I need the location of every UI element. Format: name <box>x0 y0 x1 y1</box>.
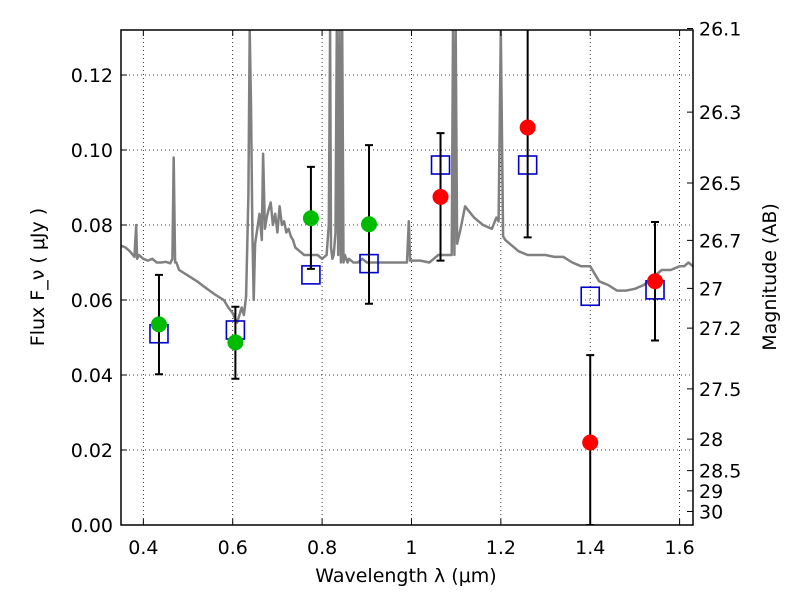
y-tick-label: 0.08 <box>71 215 113 237</box>
y-axis-title-right: Magnitude (AB) <box>759 203 781 351</box>
model-photometry-square <box>580 286 601 307</box>
model-spectrum-line <box>121 30 693 324</box>
observed-point <box>302 210 319 227</box>
y-tick-label: 0.02 <box>71 440 113 462</box>
observed-point <box>582 434 599 451</box>
mag-tick-label: 27.5 <box>699 379 741 401</box>
x-axis-title: Wavelength λ (μm) <box>315 565 496 587</box>
mag-tick-label: 29 <box>699 481 723 503</box>
mag-tick-label: 27.2 <box>699 318 741 340</box>
mag-tick-label: 30 <box>699 502 723 524</box>
x-tick-label: 1.4 <box>575 537 605 559</box>
y-tick-label: 0.06 <box>71 290 113 312</box>
observed-point <box>432 188 449 205</box>
x-tick-label: 1 <box>405 537 417 559</box>
mag-tick-label: 26.1 <box>699 19 741 41</box>
x-tick-label: 1.2 <box>486 537 516 559</box>
y-tick-label: 0.10 <box>71 140 113 162</box>
observed-point <box>519 119 536 136</box>
plot-frame <box>120 29 694 526</box>
mag-tick-label: 26.7 <box>699 230 741 252</box>
grid <box>121 30 693 526</box>
y-axis-title-left: Flux F_ν ( μJy ) <box>27 208 49 346</box>
x-tick-label: 1.6 <box>664 537 694 559</box>
observed-point <box>227 334 244 351</box>
mag-tick-label: 28.5 <box>699 461 741 483</box>
observed-point <box>150 316 167 333</box>
observed-point <box>647 273 664 290</box>
mag-tick-label: 26.3 <box>699 102 741 124</box>
y-tick-label: 0.00 <box>71 515 113 537</box>
axes: 0.4 0.6 0.8 1 1.2 1.4 1.6 0.00 0.02 0.04 0.06 0.08 0… <box>71 19 742 560</box>
mag-tick-label: 26.5 <box>699 173 741 195</box>
plot-area <box>121 30 693 525</box>
mag-tick-label: 28 <box>699 429 723 451</box>
x-tick-label: 0.8 <box>307 537 337 559</box>
mag-tick-label: 27 <box>699 278 723 300</box>
x-tick-label: 0.6 <box>218 537 248 559</box>
observed-point <box>361 216 378 233</box>
x-tick-label: 0.4 <box>128 537 158 559</box>
y-tick-label: 0.12 <box>71 65 113 87</box>
y-tick-label: 0.04 <box>71 365 113 387</box>
